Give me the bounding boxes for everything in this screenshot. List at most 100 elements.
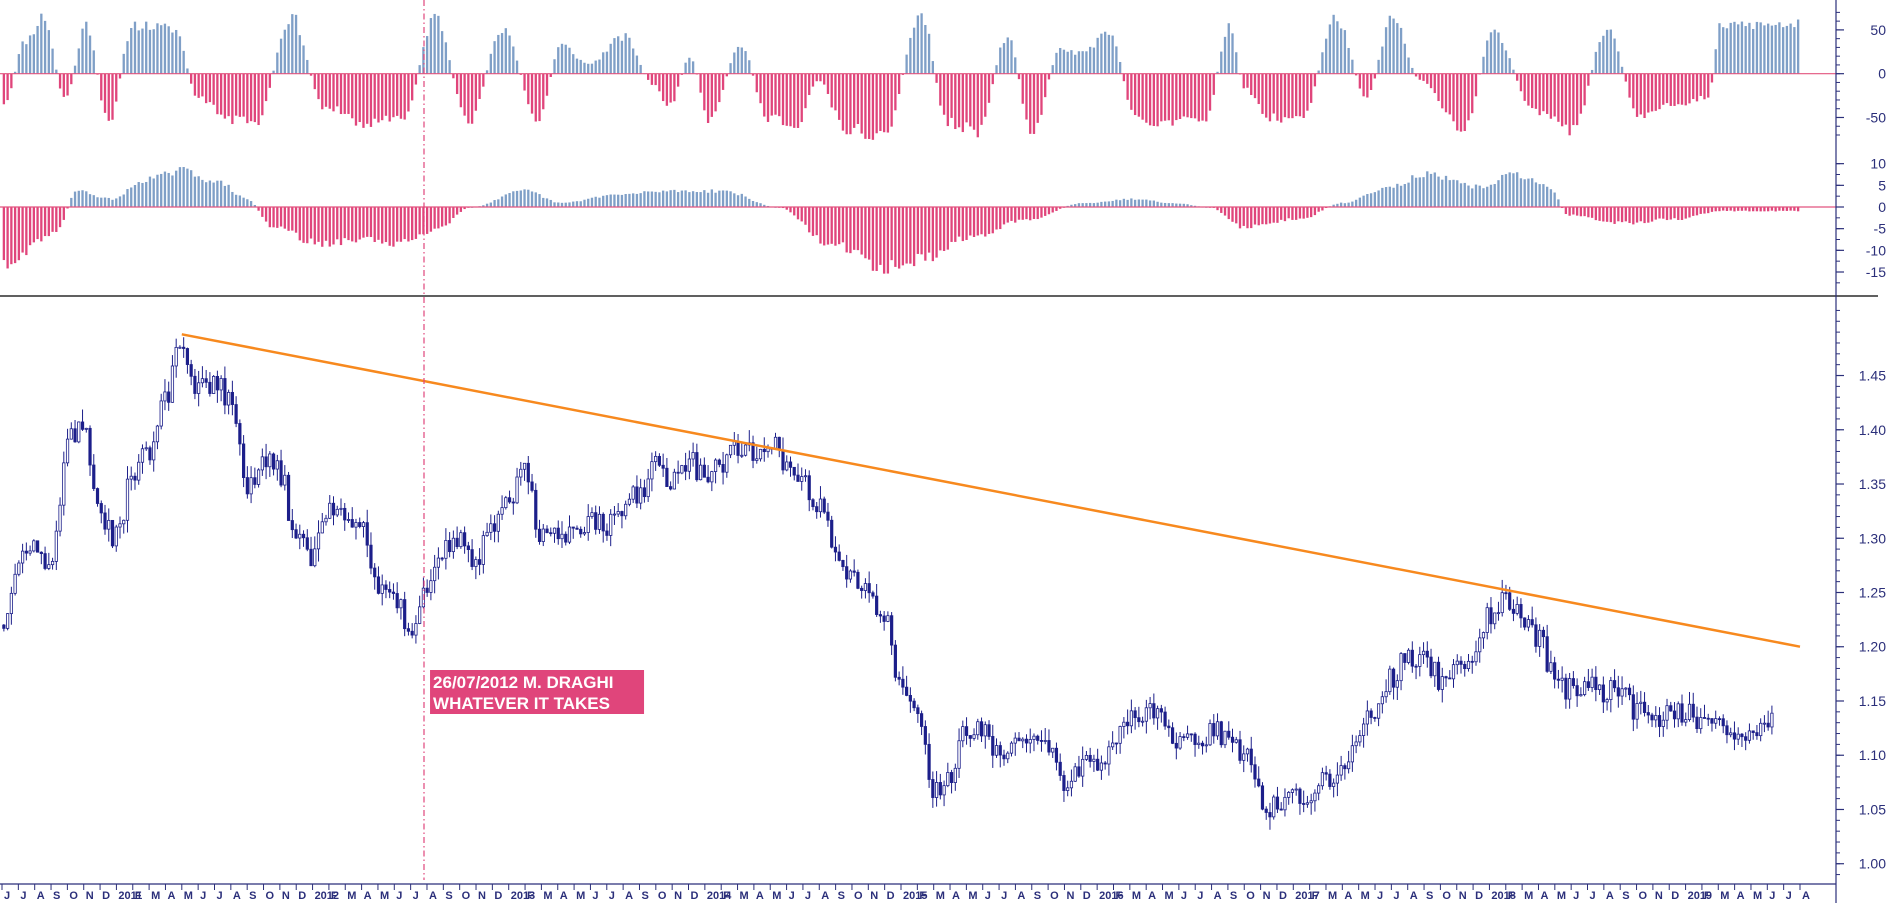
month-tick-label: A: [1214, 890, 1222, 902]
histogram-bar: [1658, 73, 1661, 110]
month-tick-label: A: [756, 890, 764, 902]
histogram-bar: [201, 73, 204, 97]
histogram-bar: [706, 73, 710, 123]
histogram-bar: [1182, 73, 1185, 117]
candle-body: [361, 522, 366, 527]
histogram-bar: [1437, 176, 1440, 207]
histogram-bar: [219, 73, 223, 115]
month-tick-label: A: [1148, 890, 1156, 902]
month-tick-label: A: [37, 890, 45, 902]
histogram-bar: [1186, 73, 1189, 118]
histogram-bar: [1796, 207, 1800, 212]
month-tick-label: M: [380, 890, 389, 902]
histogram-bar: [148, 176, 152, 207]
candle-body: [987, 724, 991, 737]
candle-body: [320, 521, 324, 534]
histogram-bar: [1579, 73, 1583, 114]
histogram-bar: [204, 73, 208, 104]
histogram-bar: [1677, 73, 1680, 105]
histogram-bar: [1295, 73, 1298, 117]
month-tick-label: M: [1720, 890, 1729, 902]
month-tick-label: 2011: [118, 890, 142, 902]
month-tick-label: M: [184, 890, 193, 902]
histogram-bar: [624, 194, 627, 207]
histogram-bar: [369, 207, 373, 238]
candle-body: [260, 456, 264, 471]
candle-body: [822, 498, 826, 513]
histogram-bar: [890, 207, 893, 261]
candle-body: [455, 537, 459, 548]
histogram-bar: [980, 73, 983, 125]
histogram-bar: [673, 73, 676, 102]
histogram-bar: [1283, 73, 1287, 118]
histogram-bar: [1126, 73, 1129, 100]
candle-body: [485, 531, 489, 537]
histogram-bar: [1444, 73, 1448, 113]
candle-body: [1463, 663, 1467, 670]
month-tick-label: M: [1132, 890, 1141, 902]
histogram-bar: [444, 42, 448, 74]
histogram-bar: [1448, 73, 1451, 115]
candle-body: [1545, 636, 1549, 672]
histogram-bar: [294, 207, 298, 233]
candle-body: [586, 516, 590, 533]
histogram-bar: [1707, 207, 1710, 214]
histogram-bar: [425, 207, 429, 234]
candle-body: [728, 444, 733, 456]
month-tick-label: 2015: [903, 890, 927, 902]
histogram-bar: [1310, 73, 1313, 103]
histogram-bar: [1482, 56, 1485, 74]
histogram-bar: [77, 48, 80, 74]
histogram-bar: [598, 59, 601, 74]
histogram-bar: [1474, 184, 1478, 207]
histogram-bar: [1092, 203, 1096, 207]
histogram-bar: [669, 73, 672, 103]
candle-body: [796, 474, 800, 482]
candle-body: [238, 423, 242, 445]
histogram-bar: [931, 61, 934, 74]
candle-body: [1024, 738, 1029, 744]
histogram-bar: [1609, 207, 1612, 223]
histogram-bar: [425, 36, 429, 74]
candle-body: [1163, 711, 1167, 727]
histogram-bar: [950, 207, 953, 242]
candle-body: [133, 475, 137, 481]
histogram-bar: [1332, 204, 1335, 207]
histogram-bar: [579, 59, 582, 74]
candle-body: [1684, 719, 1688, 723]
histogram-bar: [1403, 184, 1406, 207]
histogram-bar: [602, 195, 605, 207]
histogram-bar: [1103, 31, 1107, 74]
histogram-bar: [1051, 65, 1054, 74]
histogram-bar: [1759, 22, 1762, 74]
histogram-bar: [826, 73, 830, 94]
candle-body: [639, 487, 643, 504]
histogram-bar: [470, 73, 474, 124]
candle-body: [1182, 736, 1186, 738]
histogram-bar: [1265, 73, 1268, 118]
histogram-bar: [51, 48, 54, 74]
candle-body: [1620, 688, 1624, 697]
histogram-bar: [875, 73, 878, 134]
candle-body: [215, 375, 219, 391]
histogram-bar: [845, 73, 848, 135]
candle-body: [1710, 718, 1714, 724]
candle-body: [893, 644, 897, 678]
histogram-bar: [879, 207, 882, 265]
histogram-bar: [684, 62, 687, 74]
histogram-bar: [392, 73, 395, 118]
month-tick-label: M: [576, 890, 585, 902]
osc1-tick-label: 50: [1870, 22, 1886, 38]
histogram-bar: [781, 73, 785, 126]
candle-body: [743, 444, 748, 456]
histogram-bar: [1040, 73, 1043, 115]
histogram-bar: [1613, 38, 1616, 74]
histogram-bar: [972, 207, 976, 237]
histogram-bar: [1392, 187, 1395, 207]
candle-body: [1189, 733, 1193, 736]
annotation-line-2: WHATEVER IT TAKES: [433, 694, 610, 713]
histogram-bar: [122, 53, 125, 74]
histogram-bar: [736, 195, 740, 207]
histogram-bar: [283, 29, 286, 74]
